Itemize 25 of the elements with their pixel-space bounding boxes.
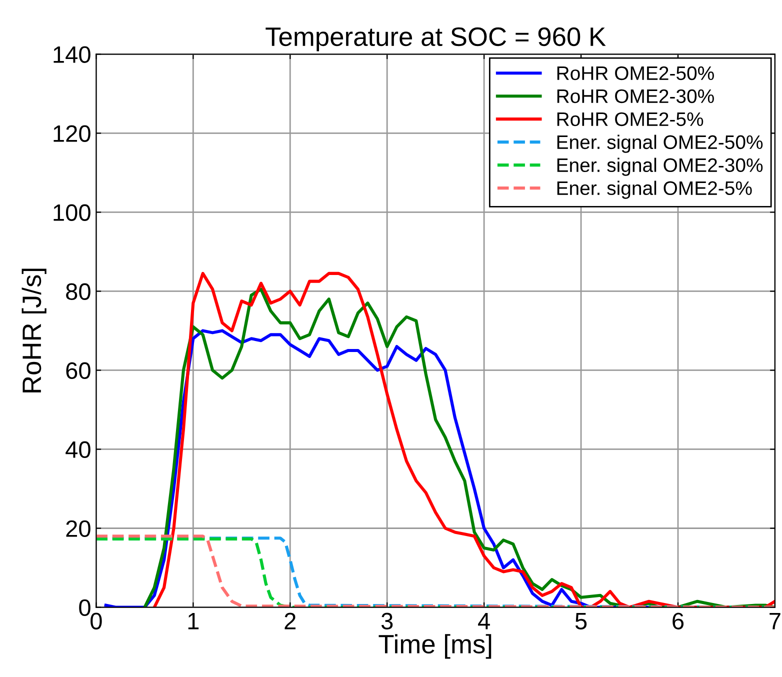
x-tick-label: 5 [575,612,587,630]
chart-title: Temperature at SOC = 960 K [266,27,606,52]
x-tick-label: 4 [478,612,490,630]
legend-label: RoHR OME2-50% [557,66,714,80]
x-tick-label: 3 [381,612,393,630]
y-tick-label: 0 [79,599,90,616]
x-tick-label: 1 [188,612,199,630]
x-tick-label: 2 [284,612,296,630]
y-tick-label: 100 [54,204,90,221]
y-tick-label: 20 [66,520,90,538]
legend-label: RoHR OME2-5% [557,112,704,126]
x-tick-label: 0 [90,612,102,630]
y-tick-label: 80 [66,283,90,300]
y-tick-label: 60 [66,362,90,380]
x-tick-label: 7 [770,612,780,630]
x-tick-label: 6 [672,612,684,630]
legend-label: RoHR OME2-30% [557,89,714,104]
y-axis-title: RoHR [J/s] [22,268,46,392]
legend-label: Ener. signal OME2-5% [557,180,752,199]
y-tick-label: 40 [66,441,90,458]
y-tick-label: 120 [54,125,90,142]
legend-label: Ener. signal OME2-30% [557,158,763,176]
x-axis-title: Time [ms] [378,634,492,659]
y-tick-label: 140 [54,46,90,63]
legend-label: Ener. signal OME2-50% [557,134,763,153]
